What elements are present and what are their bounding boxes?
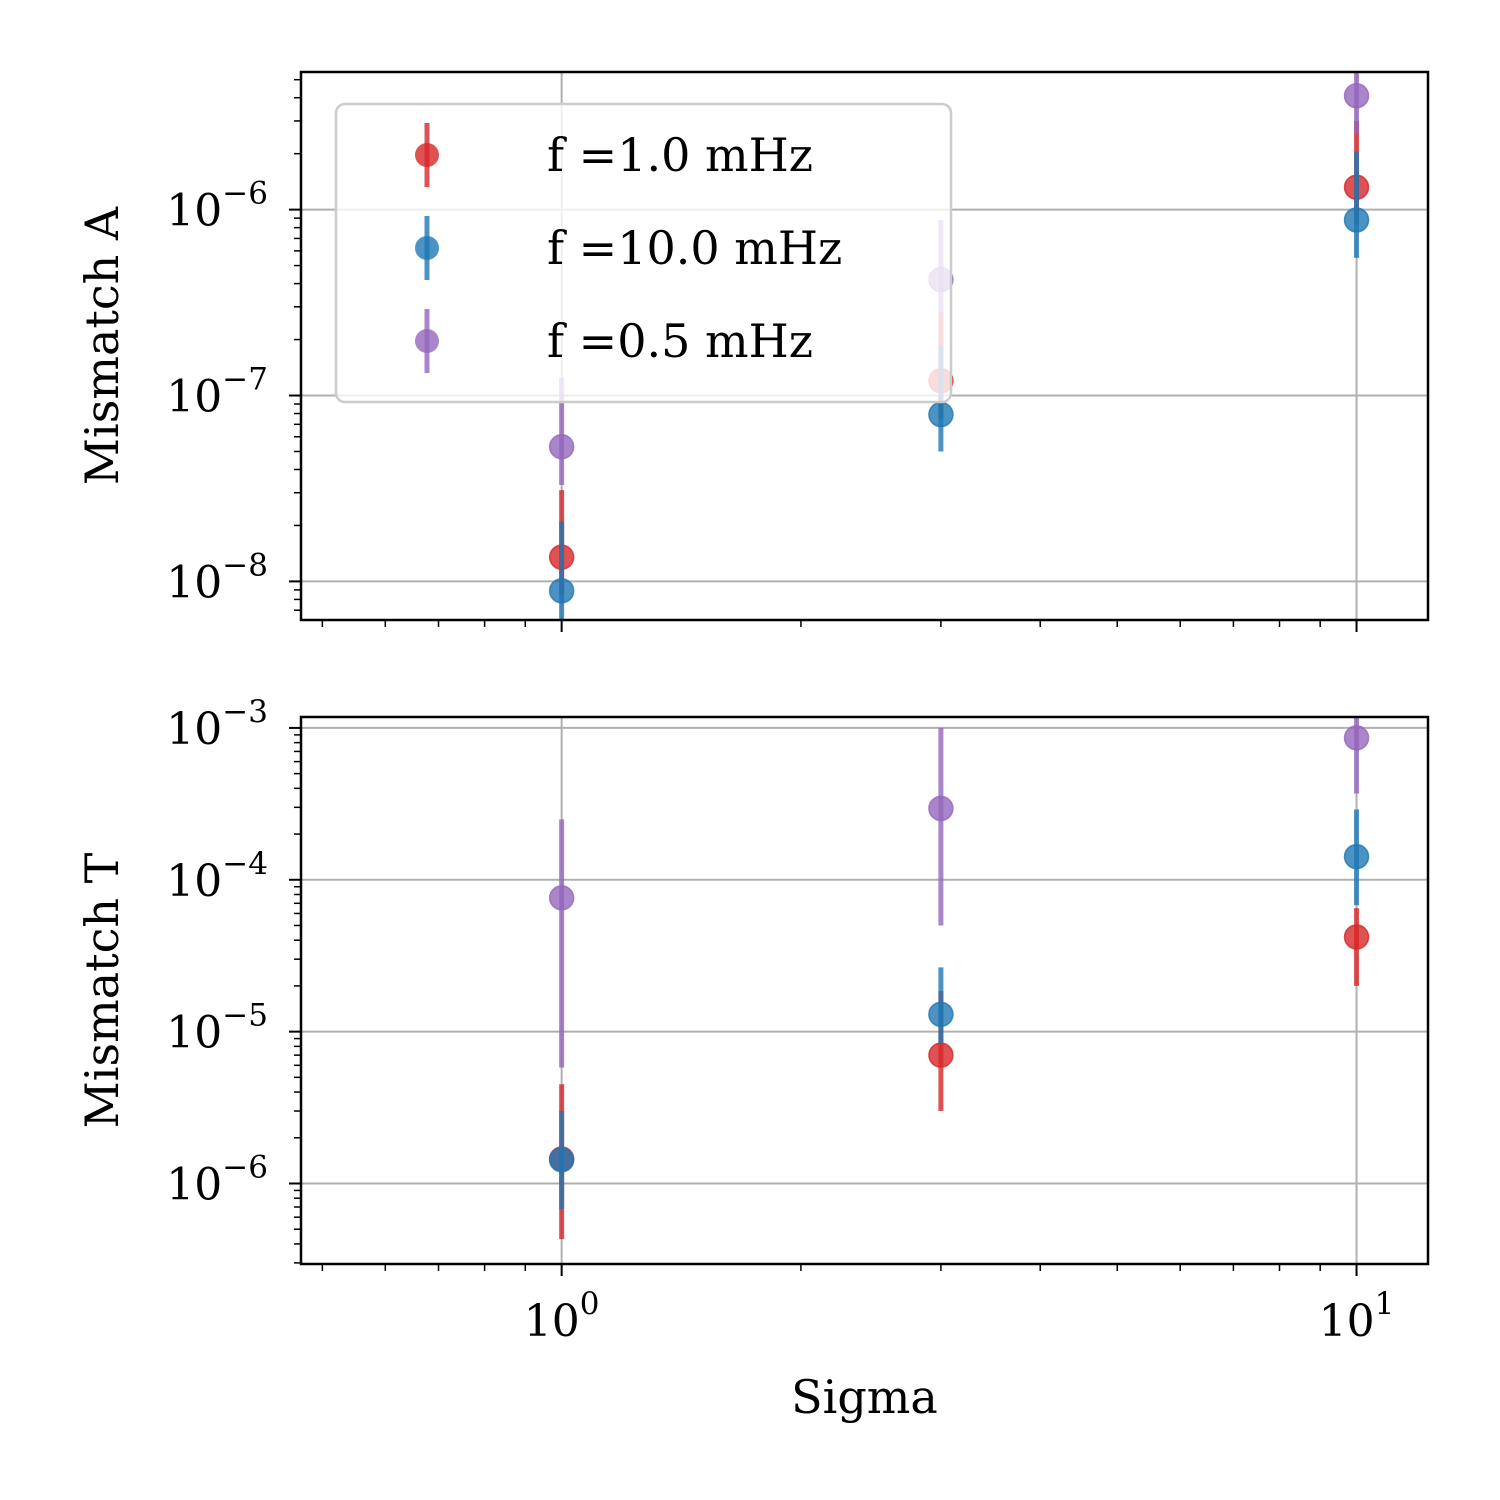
y-tick-exponent: −7 <box>222 362 268 398</box>
y-tick-label: 10−7 <box>166 362 268 423</box>
x-ticks: 100 101 <box>321 1264 1395 1347</box>
y-tick-exponent: −5 <box>222 998 268 1034</box>
legend-box <box>334 102 953 404</box>
x-tick-exponent: 0 <box>580 1286 600 1322</box>
x-axis-label: Sigma <box>791 1370 938 1424</box>
x-tick-mantissa: 10 <box>1319 1296 1375 1347</box>
axes-frame <box>299 70 1430 622</box>
data-point <box>548 1147 575 1173</box>
y-tick-label: 10−6 <box>166 1149 268 1210</box>
legend-item-1: f =10.0 mHz <box>415 216 842 280</box>
series-1 <box>548 809 1370 1209</box>
legend-label: f =0.5 mHz <box>547 314 813 368</box>
y-tick-exponent: −3 <box>222 694 268 730</box>
legend-label: f =1.0 mHz <box>547 128 813 182</box>
y-tick-label: 10−6 <box>166 176 268 237</box>
y-tick-mantissa: 10 <box>166 1008 222 1059</box>
legend-item-2: f =0.5 mHz <box>415 309 813 373</box>
y-tick-exponent: −6 <box>222 176 268 212</box>
y-tick-mantissa: 10 <box>166 557 222 608</box>
x-tick-label: 101 <box>1319 1286 1395 1347</box>
y-ticks: 10−810−710−6 <box>166 78 301 611</box>
legend-marker <box>415 329 439 353</box>
x-ticks <box>321 620 1358 632</box>
legend-item-0: f =1.0 mHz <box>415 123 813 187</box>
data-point <box>548 578 575 604</box>
y-tick-mantissa: 10 <box>166 372 222 423</box>
legend-marker <box>415 143 439 167</box>
legend-label: f =10.0 mHz <box>547 221 842 275</box>
data-point <box>1343 843 1370 870</box>
data-point <box>548 885 575 911</box>
x-tick-exponent: 1 <box>1375 1286 1395 1322</box>
y-tick-label: 10−5 <box>166 998 268 1059</box>
data-point <box>928 1001 954 1028</box>
y-tick-label: 10−4 <box>166 846 268 907</box>
grid <box>301 717 1428 1264</box>
data-point <box>1343 207 1370 233</box>
legend: f =1.0 mHz f =10.0 mHz f =0.5 mHz <box>334 102 953 404</box>
data-point <box>1343 924 1370 950</box>
series-2 <box>548 717 1370 1068</box>
legend-marker <box>415 236 439 260</box>
y-tick-mantissa: 10 <box>166 1159 222 1210</box>
data-point <box>928 795 954 822</box>
y-tick-mantissa: 10 <box>166 704 222 755</box>
y-tick-label: 10−8 <box>166 547 268 608</box>
data-point <box>548 434 575 460</box>
y-tick-exponent: −8 <box>222 547 268 583</box>
series-layer <box>548 717 1370 1240</box>
data-point <box>928 401 954 428</box>
data-point <box>928 1042 954 1068</box>
y-ticks: 10−610−510−410−3 <box>166 694 301 1264</box>
y-tick-mantissa: 10 <box>166 856 222 907</box>
y-tick-exponent: −6 <box>222 1149 268 1185</box>
y-axis-label: Mismatch T <box>75 852 129 1128</box>
data-point <box>1343 82 1370 109</box>
x-tick-label: 100 <box>524 1286 600 1347</box>
y-tick-exponent: −4 <box>222 846 268 882</box>
x-tick-mantissa: 10 <box>524 1296 580 1347</box>
y-axis-label: Mismatch A <box>75 206 129 485</box>
y-tick-label: 10−3 <box>166 694 268 755</box>
y-tick-mantissa: 10 <box>166 186 222 237</box>
axes-frame <box>299 715 1430 1266</box>
data-point <box>1343 725 1370 751</box>
series-0 <box>548 908 1370 1240</box>
